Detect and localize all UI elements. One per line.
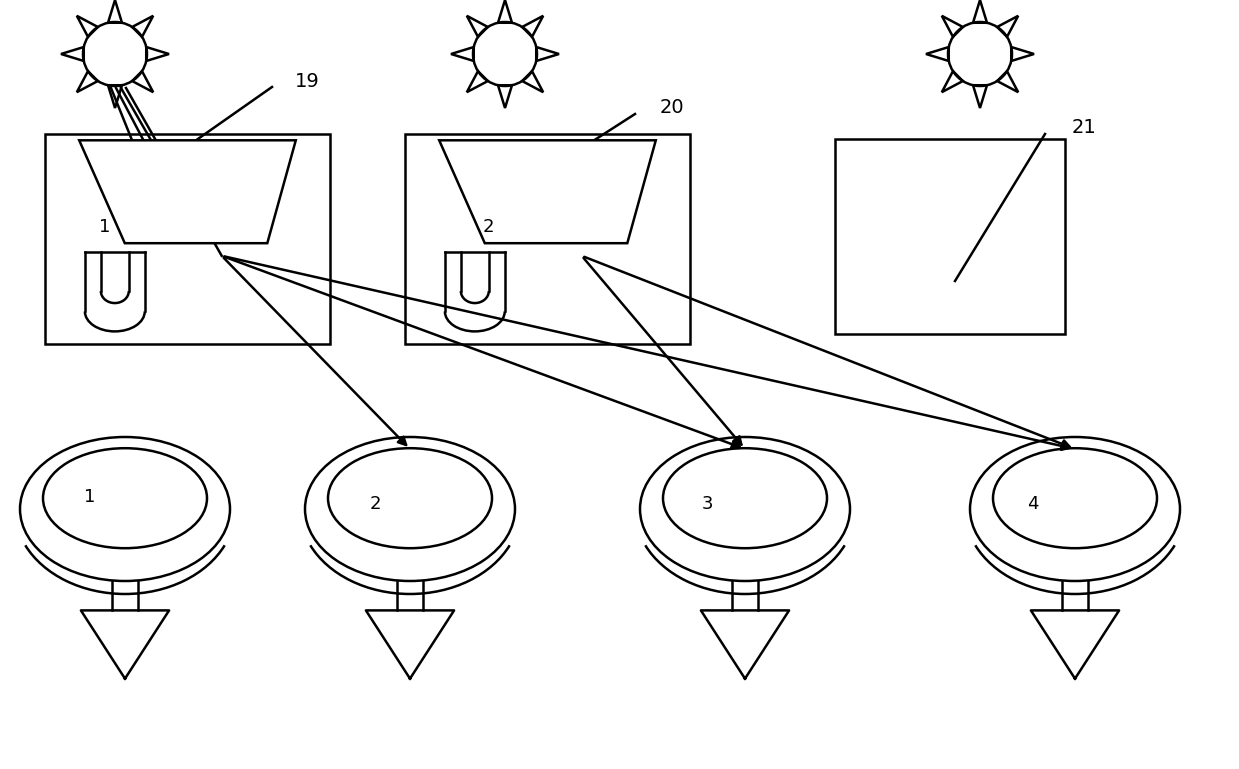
Text: 1: 1 [84, 488, 95, 506]
Bar [405, 134, 690, 344]
Bar [45, 134, 330, 344]
Text: 20: 20 [660, 98, 685, 116]
Bar [835, 139, 1066, 334]
Text: 21: 21 [1072, 118, 1097, 137]
Text: 2: 2 [482, 218, 494, 236]
Polygon shape [439, 140, 655, 243]
Text: 2: 2 [369, 495, 380, 513]
Text: 4: 4 [1027, 495, 1038, 513]
Text: 19: 19 [295, 72, 320, 91]
Text: 3: 3 [701, 495, 712, 513]
Text: 1: 1 [99, 218, 110, 236]
Polygon shape [79, 140, 296, 243]
